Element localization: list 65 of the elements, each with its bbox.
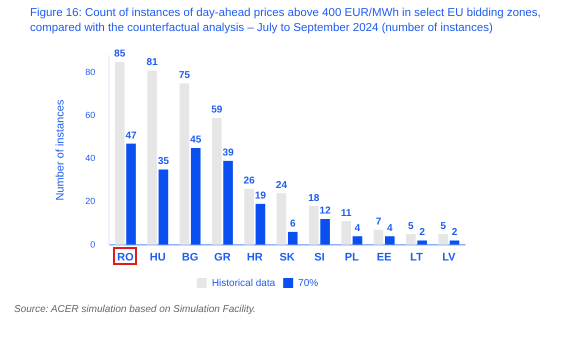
data-label: 12 <box>320 206 332 217</box>
x-tick-label: EE <box>376 251 392 264</box>
data-label: 5 <box>408 220 414 232</box>
bar <box>320 218 330 245</box>
y-tick-label: 80 <box>85 67 96 78</box>
bar <box>158 169 168 245</box>
source-note: Source: ACER simulation based on Simulation Facility. <box>13 303 257 315</box>
data-label: 18 <box>308 192 320 204</box>
chart-title: Figure 16: Count of instances of day-ahead prices above 400 EUR/MWh in select EU bidding zones, compared with the counterfactual analysis – July to September 2024 (number of instances) <box>29 6 542 36</box>
bar <box>417 240 427 245</box>
bar <box>384 236 395 245</box>
data-label: 26 <box>244 176 256 187</box>
bar <box>374 230 384 245</box>
y-tick-label: 60 <box>85 110 96 120</box>
x-tick-label: LT <box>410 251 424 264</box>
data-label: 39 <box>222 148 234 159</box>
data-label: 6 <box>290 218 296 230</box>
x-tick-label: BG <box>182 251 198 264</box>
bar <box>223 160 233 245</box>
legend-label: Historical data <box>212 278 276 289</box>
bar <box>114 62 125 245</box>
data-label: 59 <box>211 104 223 116</box>
data-label: 24 <box>276 180 288 191</box>
bar <box>180 83 190 245</box>
data-label: 2 <box>452 227 458 238</box>
bar <box>352 236 362 245</box>
data-label: 11 <box>340 208 352 219</box>
y-tick-label: 0 <box>90 239 96 250</box>
x-tick-label: LV <box>442 251 456 264</box>
bar <box>288 232 298 245</box>
bar <box>450 240 460 245</box>
x-tick-label: SK <box>279 251 295 264</box>
data-label: 35 <box>158 156 170 168</box>
data-label: 19 <box>254 190 266 202</box>
bar <box>406 234 416 245</box>
data-label: 7 <box>376 216 382 228</box>
y-axis-title: Number of instances <box>54 99 67 201</box>
bar <box>341 221 351 245</box>
legend-label: 70% <box>298 278 318 289</box>
data-label: 81 <box>146 57 158 68</box>
x-tick-label: PL <box>344 251 360 264</box>
x-tick-label: GR <box>214 251 231 264</box>
data-label: 75 <box>178 70 190 82</box>
bar <box>126 144 136 245</box>
x-tick-label: HR <box>246 251 263 264</box>
data-label: 47 <box>125 130 138 142</box>
bar <box>244 188 254 245</box>
data-label: 5 <box>440 220 446 232</box>
x-tick-label: RO <box>117 251 134 264</box>
bar <box>212 118 222 245</box>
y-tick-label: 40 <box>85 153 96 164</box>
data-label: 45 <box>190 134 202 146</box>
data-label: 85 <box>114 48 126 60</box>
bar <box>276 193 286 245</box>
data-label: 4 <box>387 222 394 234</box>
bar <box>256 204 266 245</box>
bar <box>190 148 201 245</box>
y-tick-label: 20 <box>85 196 96 206</box>
x-tick-label: SI <box>314 251 325 264</box>
bar <box>147 70 157 245</box>
bar <box>308 206 319 245</box>
data-label: 2 <box>419 227 426 238</box>
data-label: 4 <box>354 222 361 234</box>
bar <box>438 234 448 245</box>
x-tick-label: HU <box>150 251 166 264</box>
